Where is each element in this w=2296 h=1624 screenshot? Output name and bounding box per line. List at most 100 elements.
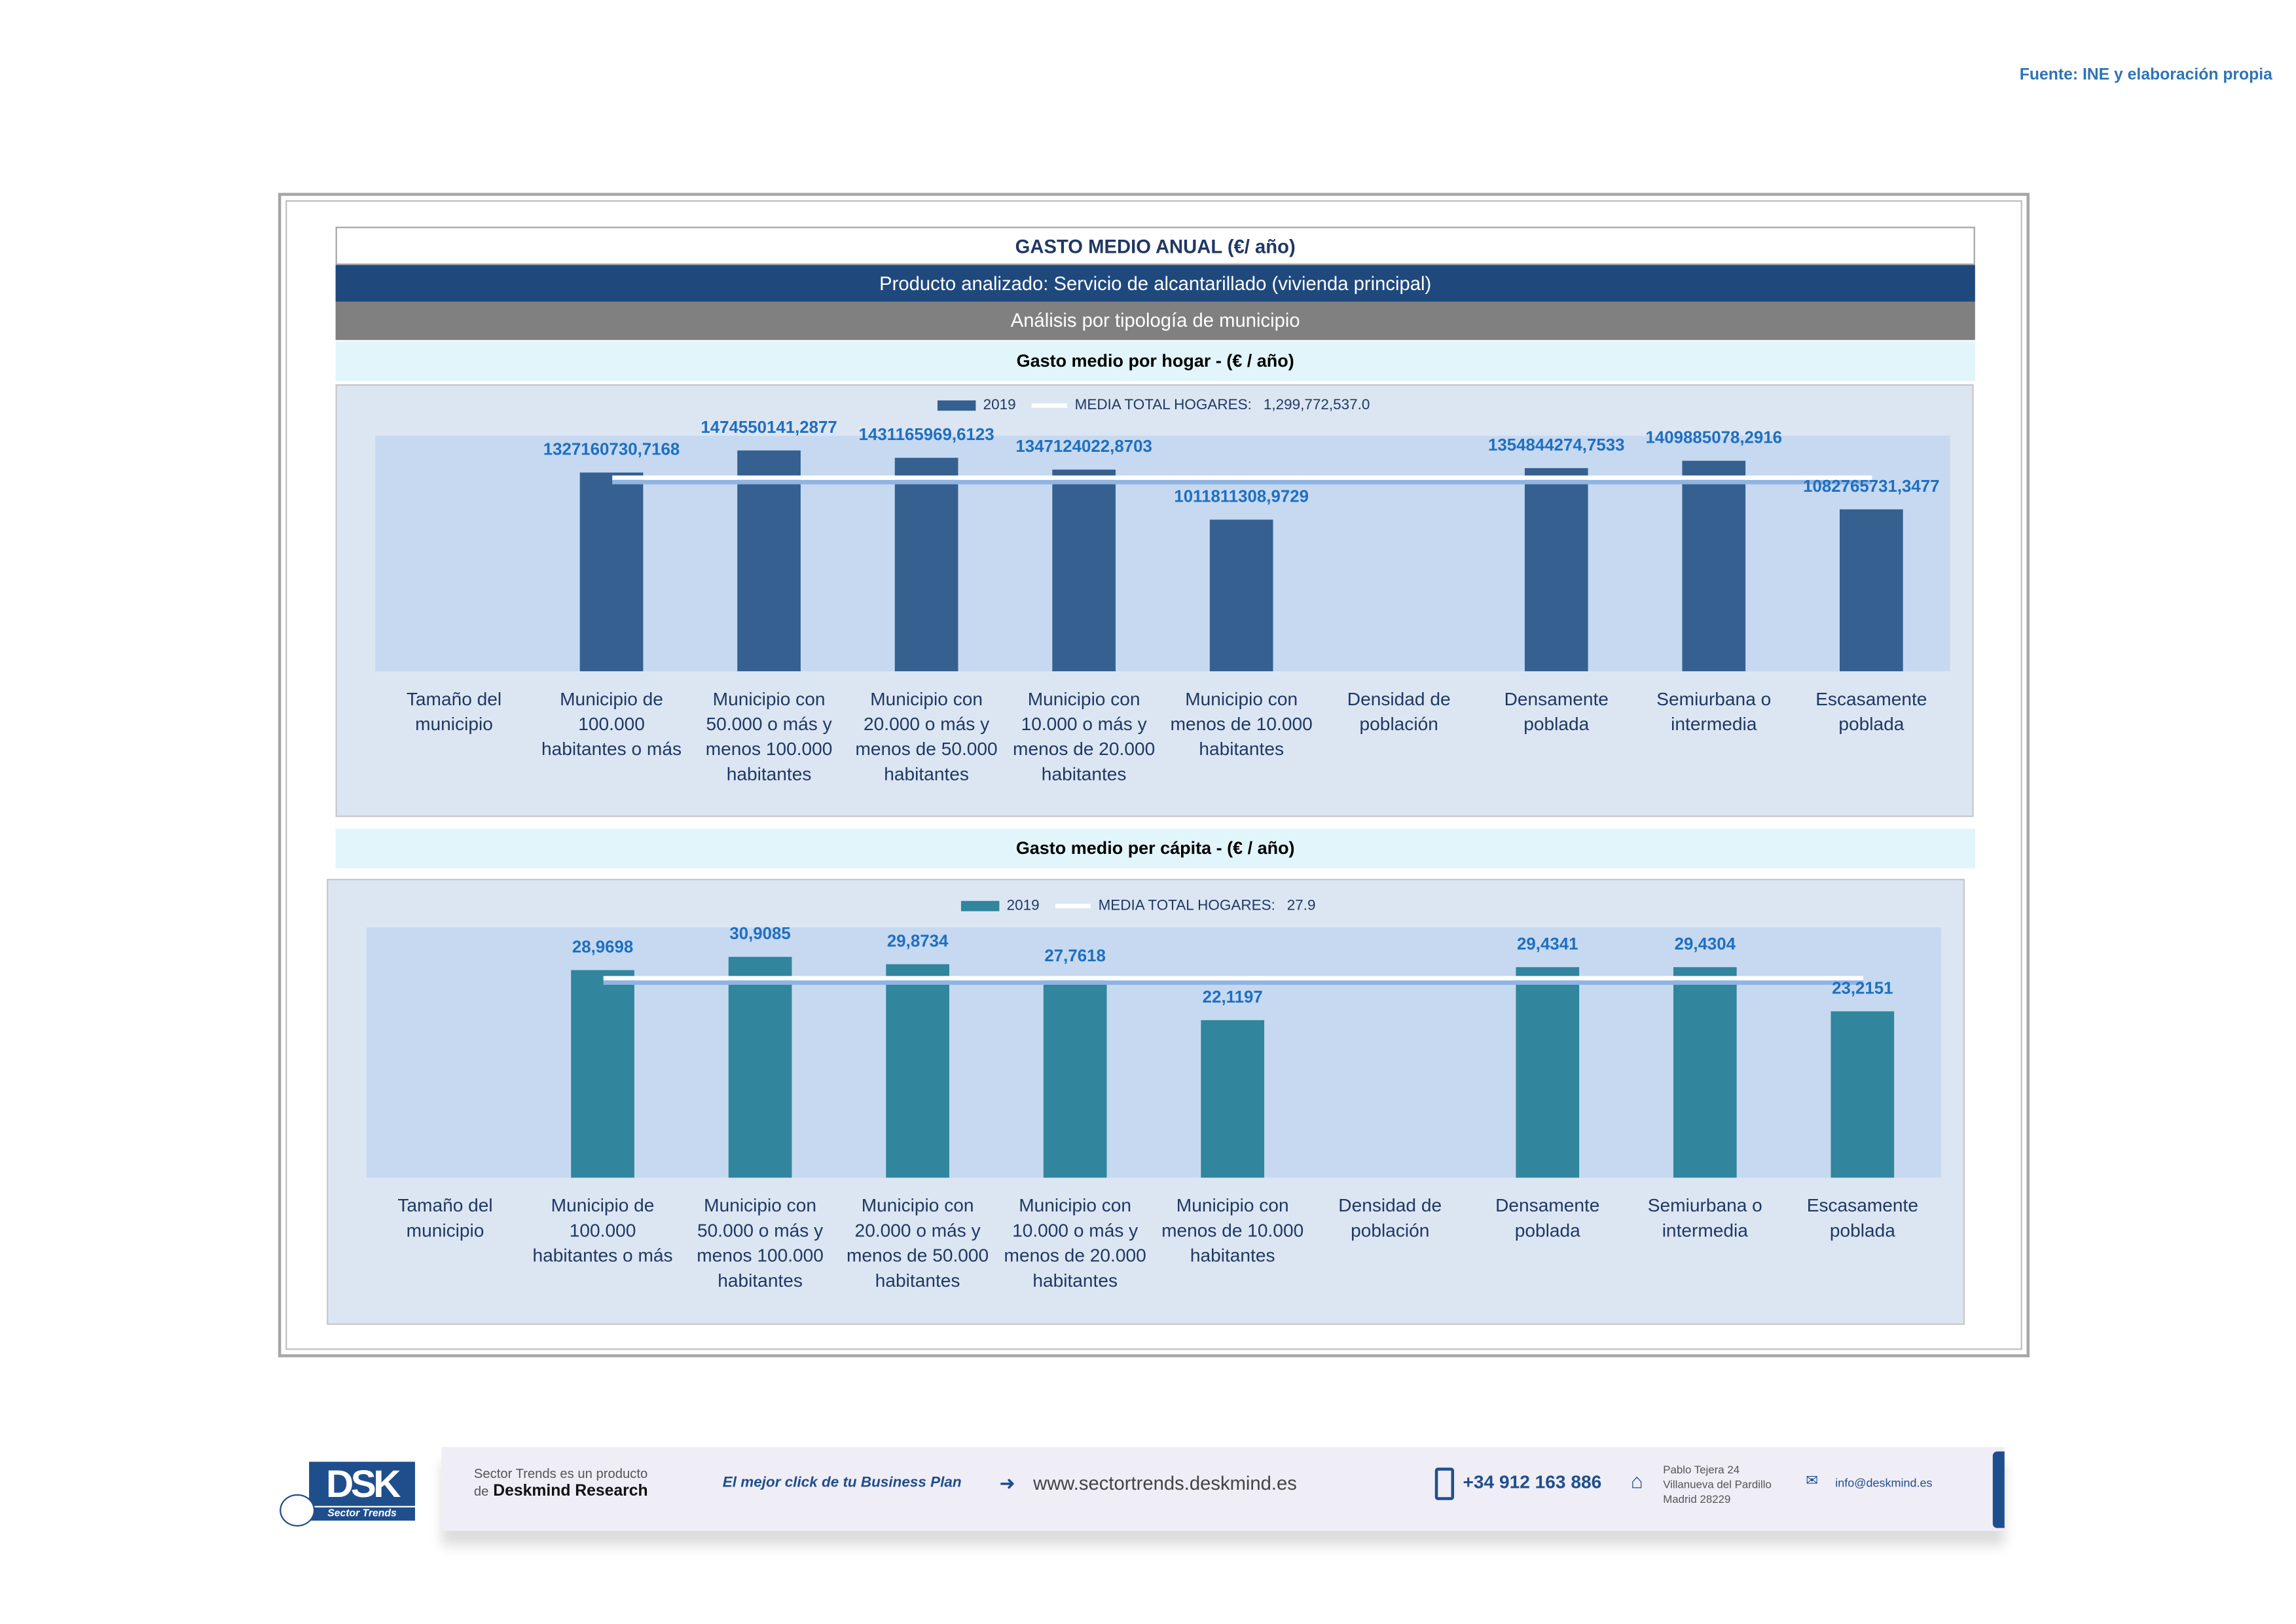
category-label: Densamente poblada: [1495, 1195, 1600, 1242]
bar: [1524, 468, 1588, 672]
category-label: Municipio de 100.000 habitantes o más: [532, 1195, 673, 1266]
category-label: Municipio con 10.000 o más y menos de 20…: [1004, 1195, 1146, 1291]
category-label: Municipio con 10.000 o más y menos de 20…: [1013, 689, 1156, 785]
arrow-cursor-icon: [280, 1494, 316, 1527]
category-label: Municipio con 50.000 o más y menos 100.0…: [705, 689, 833, 785]
chart1-title: Gasto medio por hogar - (€ / año): [335, 341, 1975, 382]
data-label: 1431165969,6123: [858, 426, 994, 445]
data-label: 22,1197: [1202, 988, 1263, 1006]
category-label: Municipio con 20.000 o más y menos de 50…: [847, 1195, 989, 1291]
product-banner: Producto analizado: Servicio de alcantar…: [335, 265, 1975, 302]
footer-brand: Deskmind Research: [493, 1482, 648, 1500]
legend-swatch-2019: [937, 400, 976, 411]
bar: [1201, 1019, 1265, 1178]
legend-series-label: 2019: [983, 397, 1016, 414]
category-label: Municipio con menos de 10.000 habitantes: [1170, 689, 1313, 760]
data-label: 29,8734: [886, 932, 949, 951]
website-icon: ➜: [999, 1472, 1015, 1494]
legend-series-label: 2019: [1006, 898, 1040, 915]
chart-legend: 2019 MEDIA TOTAL HOGARES: 27.9: [960, 898, 1316, 915]
category-label: Semiurbana o intermedia: [1647, 1195, 1762, 1242]
legend-mean-line-swatch: [1032, 403, 1068, 408]
data-label: 1011811308,9729: [1174, 489, 1309, 507]
chart1-panel: 2019 MEDIA TOTAL HOGARES: 1,299,772,537.0 1…: [335, 384, 1974, 817]
category-label: Municipio con menos de 10.000 habitantes: [1161, 1195, 1304, 1266]
data-label: 1474550141,2877: [701, 420, 837, 438]
data-label: 1347124022,8703: [1015, 439, 1152, 457]
category-label: Tamaño del municipio: [397, 1195, 493, 1242]
dsk-logo: DSK Sector Trends: [280, 1462, 415, 1527]
chart2-panel: 2019 MEDIA TOTAL HOGARES: 27.9 28,9698 30,90…: [327, 879, 1965, 1325]
plot-area: 1327160730,7168 1474550141,2877 1431165969…: [375, 420, 1950, 672]
bar: [1043, 979, 1107, 1178]
data-label: 1082765731,3477: [1803, 478, 1940, 496]
data-label: 29,4304: [1674, 936, 1736, 954]
bar: [579, 472, 644, 672]
data-label: 1409885078,2916: [1645, 429, 1783, 447]
bar: [1831, 1011, 1895, 1178]
legend-mean-value: 1,299,772,537.0: [1263, 397, 1370, 414]
bar: [1840, 509, 1903, 672]
bar: [1052, 470, 1116, 672]
footer-website-link[interactable]: www.sectortrends.deskmind.es: [1033, 1472, 1297, 1494]
legend-mean-line-swatch: [1055, 904, 1091, 909]
legend-mean-label: MEDIA TOTAL HOGARES:: [1074, 397, 1252, 414]
logo-mark: DSK: [309, 1462, 415, 1506]
footer-product-line: Sector Trends es un producto: [473, 1466, 648, 1481]
data-label: 1327160730,7168: [543, 441, 680, 460]
legend-mean-value: 27.9: [1286, 898, 1316, 915]
bar: [1516, 967, 1580, 1178]
bar: [1682, 460, 1746, 672]
category-label: Municipio con 50.000 o más y menos 100.0…: [697, 1195, 824, 1291]
mean-line: [611, 475, 1872, 480]
chart-legend: 2019 MEDIA TOTAL HOGARES: 1,299,772,537.0: [937, 397, 1370, 414]
category-label: Municipio de 100.000 habitantes o más: [541, 689, 682, 760]
category-label: Densidad de población: [1347, 689, 1451, 735]
data-label: 1354844274,7533: [1488, 437, 1625, 456]
bar: [737, 451, 801, 672]
footer-brand-line: de Deskmind Research: [474, 1483, 648, 1500]
data-label: 23,2151: [1832, 980, 1893, 999]
bar: [894, 457, 958, 672]
address-line: Villanueva del Pardillo: [1663, 1477, 1772, 1492]
footer-address: Pablo Tejera 24 Villanueva del Pardillo Ma…: [1663, 1464, 1772, 1507]
logo-subtitle: Sector Trends: [309, 1507, 415, 1521]
address-line: Madrid 28229: [1663, 1492, 1731, 1506]
footer-email[interactable]: info@deskmind.es: [1835, 1476, 1933, 1490]
footer-band: Sector Trends es un producto de Deskmind…: [441, 1447, 2005, 1531]
category-label: Densidad de población: [1338, 1195, 1442, 1242]
legend-swatch-2019: [960, 900, 1000, 912]
address-line: Pablo Tejera 24: [1663, 1463, 1740, 1477]
footer-slogan: El mejor click de tu Business Plan: [722, 1475, 962, 1492]
report-frame: [278, 193, 2030, 1357]
footer-phone: +34 912 163 886: [1463, 1472, 1602, 1493]
category-label: Escasamente poblada: [1806, 1195, 1918, 1242]
source-note: Fuente: INE y elaboración propia: [2019, 66, 2272, 84]
chart2-title: Gasto medio per cápita - (€ / año): [335, 828, 1975, 869]
mean-line: [602, 976, 1863, 982]
home-icon: ⌂: [1630, 1469, 1643, 1493]
category-label: Escasamente poblada: [1815, 689, 1927, 735]
plot-area: 28,9698 30,9085 29,8734 27,7618 22,1197 29,43…: [366, 925, 1942, 1178]
category-label: Tamaño del municipio: [406, 689, 502, 735]
bar: [571, 970, 634, 1178]
data-label: 27,7618: [1044, 948, 1106, 967]
category-label: Densamente poblada: [1504, 689, 1609, 735]
analysis-banner: Análisis por tipología de municipio: [335, 301, 1975, 341]
email-icon: ✉: [1806, 1473, 1819, 1490]
report-title: GASTO MEDIO ANUAL (€/ año): [335, 227, 1975, 265]
data-label: 30,9085: [729, 925, 791, 944]
bar: [1209, 520, 1273, 672]
bar: [728, 956, 792, 1178]
bar: [1673, 967, 1737, 1178]
phone-icon: [1434, 1467, 1455, 1500]
footer-edge: [1992, 1451, 2005, 1528]
data-label: 29,4341: [1517, 936, 1578, 954]
category-label: Semiurbana o intermedia: [1656, 689, 1772, 735]
footer-brand-prefix: de: [473, 1483, 489, 1499]
bar: [886, 964, 949, 1178]
data-label: 28,9698: [572, 939, 634, 957]
category-label: Municipio con 20.000 o más y menos de 50…: [855, 689, 998, 785]
legend-mean-label: MEDIA TOTAL HOGARES:: [1098, 898, 1275, 915]
